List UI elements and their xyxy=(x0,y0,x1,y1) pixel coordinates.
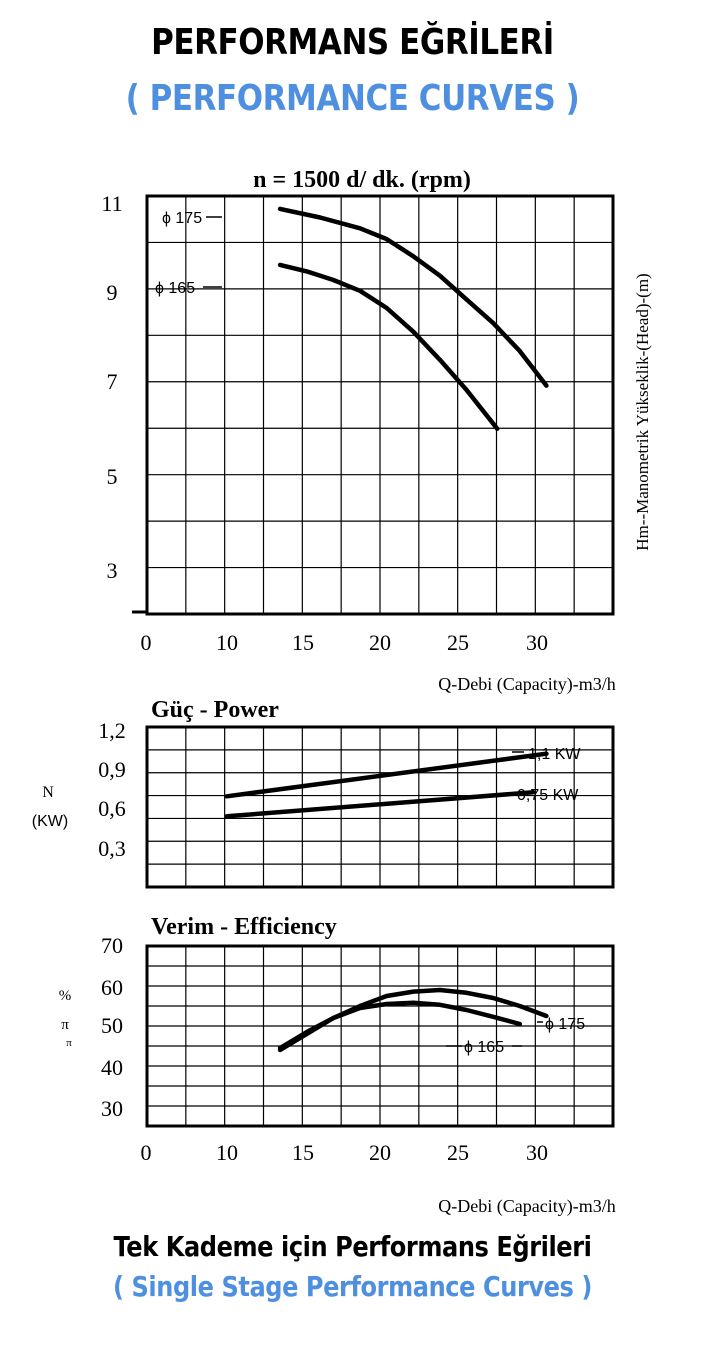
head-series-label-phi175: ϕ 175 xyxy=(162,210,202,227)
footer-title: Tek Kademe için Performans Eğrileri xyxy=(113,1230,592,1263)
eff-y-unit-small: π xyxy=(66,1037,72,1049)
eff-x-axis-label: Q-Debi (Capacity)-m3/h xyxy=(438,1196,615,1217)
head-x-tick-label: 0 xyxy=(141,630,152,655)
head-frame xyxy=(145,194,615,616)
head-x-tick-label: 10 xyxy=(216,630,238,655)
footer-subtitle: ( Single Stage Performance Curves ) xyxy=(112,1270,592,1303)
eff-x-tick-label: 25 xyxy=(447,1140,469,1165)
eff-y-unit-label: π xyxy=(61,1017,69,1033)
eff-series-label-phi165: ϕ 165 xyxy=(464,1039,504,1056)
head-y-tick-label: 5 xyxy=(107,464,118,489)
head-x-tick-label: 30 xyxy=(526,630,548,655)
eff-x-tick-label: 10 xyxy=(216,1140,238,1165)
head-y-tick-label: 7 xyxy=(107,369,118,394)
eff-x-tick-label: 30 xyxy=(526,1140,548,1165)
eff-frame xyxy=(145,944,615,1128)
eff-y-tick-label: 70 xyxy=(101,933,123,958)
power-series-label-11kw: 1,1 KW xyxy=(528,746,581,763)
head-chart-title: n = 1500 d/ dk. (rpm) xyxy=(253,167,471,193)
power-frame xyxy=(145,725,615,889)
power-chart-title: Güç - Power xyxy=(151,697,279,723)
eff-series-label-phi175: ϕ 175 xyxy=(545,1016,585,1033)
power-y-tick-label: 0,6 xyxy=(98,796,126,821)
page-title: PERFORMANS EĞRİLERİ xyxy=(151,22,554,63)
power-curve-11kw xyxy=(224,751,549,799)
page-subtitle: ( PERFORMANCE CURVES ) xyxy=(125,78,580,119)
eff-y-tick-label: 40 xyxy=(101,1055,123,1080)
power-y-tick-label: 0,3 xyxy=(98,836,126,861)
head-y-tick-label: 9 xyxy=(107,280,118,305)
head-series-label-phi165: ϕ 165 xyxy=(155,280,195,297)
head-y-tick-label: 3 xyxy=(107,558,118,583)
eff-y-tick-label: 30 xyxy=(101,1096,123,1121)
head-x-tick-label: 15 xyxy=(292,630,314,655)
eff-x-tick-label: 0 xyxy=(141,1140,152,1165)
power-curve-075kw xyxy=(224,790,536,819)
power-y-tick-label: 0,9 xyxy=(98,757,126,782)
head-curve-phi165 xyxy=(277,262,500,431)
eff-y-axis-label: % xyxy=(59,988,72,1004)
eff-x-tick-label: 20 xyxy=(369,1140,391,1165)
power-y-tick-label: 1,2 xyxy=(98,718,126,743)
power-series-label-075kw: 0,75 KW xyxy=(517,787,579,804)
head-x-tick-label: 20 xyxy=(369,630,391,655)
eff-x-tick-label: 15 xyxy=(292,1140,314,1165)
head-curve-phi175 xyxy=(277,206,549,388)
head-y-axis-label: Hm--Manometrik Yükseklik-(Head)-(m) xyxy=(633,273,652,550)
head-x-tick-label: 25 xyxy=(447,630,469,655)
head-y-tick-label: 11 xyxy=(101,191,122,216)
eff-curve-phi165 xyxy=(277,1000,523,1051)
eff-y-tick-label: 50 xyxy=(101,1013,123,1038)
eff-y-tick-label: 60 xyxy=(101,975,123,1000)
eff-chart-title: Verim - Efficiency xyxy=(151,914,337,940)
power-y-axis-label: N xyxy=(42,784,54,801)
head-x-axis-label: Q-Debi (Capacity)-m3/h xyxy=(438,674,615,695)
power-y-unit-label: (KW) xyxy=(32,813,68,830)
